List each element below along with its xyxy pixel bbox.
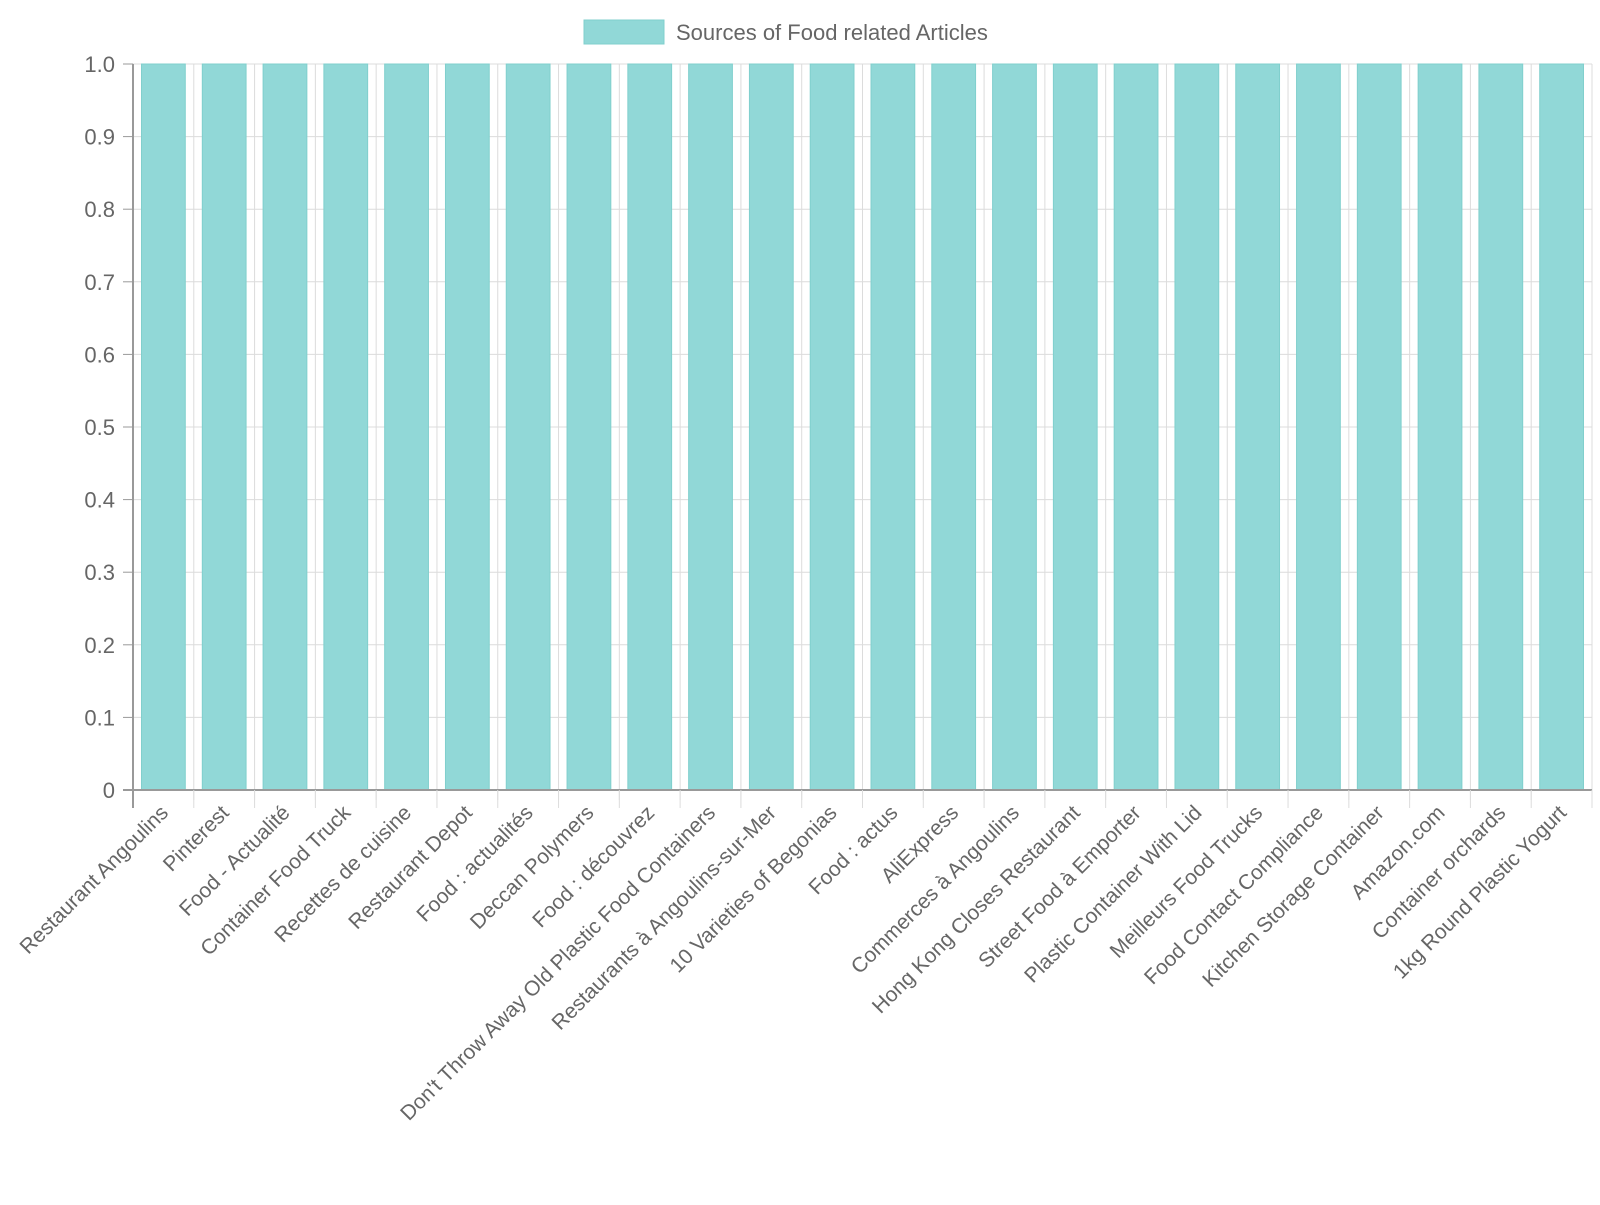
bar[interactable]	[870, 63, 916, 791]
y-tick-label: 0.3	[84, 560, 115, 585]
y-tick-label: 0.6	[84, 342, 115, 367]
legend-swatch[interactable]	[583, 19, 665, 45]
bar[interactable]	[141, 63, 186, 791]
bar[interactable]	[992, 63, 1037, 791]
bar[interactable]	[931, 63, 977, 791]
bar[interactable]	[1356, 63, 1402, 791]
x-tick-label: Food - Actualité	[175, 801, 294, 920]
bar[interactable]	[627, 63, 673, 791]
bars	[141, 63, 1584, 791]
bar[interactable]	[809, 63, 855, 791]
bar[interactable]	[323, 63, 369, 791]
y-tick-label: 0.2	[84, 633, 115, 658]
bar[interactable]	[1478, 63, 1524, 791]
bar[interactable]	[201, 63, 247, 791]
y-tick-label: 0.7	[84, 270, 115, 295]
y-tick-label: 0	[103, 778, 115, 803]
bar[interactable]	[566, 63, 612, 791]
y-tick-label: 0.5	[84, 415, 115, 440]
bar[interactable]	[1235, 63, 1281, 791]
y-tick-label: 0.8	[84, 197, 115, 222]
bar[interactable]	[262, 63, 308, 791]
bar[interactable]	[444, 63, 490, 791]
legend[interactable]: Sources of Food related Articles	[583, 19, 988, 45]
axes	[123, 64, 1592, 808]
bar[interactable]	[748, 63, 794, 791]
legend-label[interactable]: Sources of Food related Articles	[676, 20, 988, 45]
y-tick-label: 0.9	[84, 125, 115, 150]
bar[interactable]	[1052, 63, 1098, 791]
bar[interactable]	[1296, 63, 1341, 791]
y-tick-label: 1.0	[84, 52, 115, 77]
x-tick-label: Restaurants à Angoulins-sur-Mer	[548, 801, 781, 1034]
y-tick-label: 0.1	[84, 705, 115, 730]
y-tick-label: 0.4	[84, 488, 115, 513]
bar[interactable]	[505, 63, 551, 791]
y-axis-ticks: 0 0.1 0.2 0.3 0.4 0.5 0.6 0.7 0.8 0.9 1.0	[84, 52, 133, 803]
bar[interactable]	[1417, 63, 1463, 791]
x-tick-label: Restaurant Angoulins	[16, 801, 173, 958]
bar[interactable]	[384, 63, 429, 791]
bar[interactable]	[1113, 63, 1159, 791]
bar[interactable]	[1539, 63, 1584, 791]
bar[interactable]	[688, 63, 733, 791]
bar[interactable]	[1174, 63, 1220, 791]
